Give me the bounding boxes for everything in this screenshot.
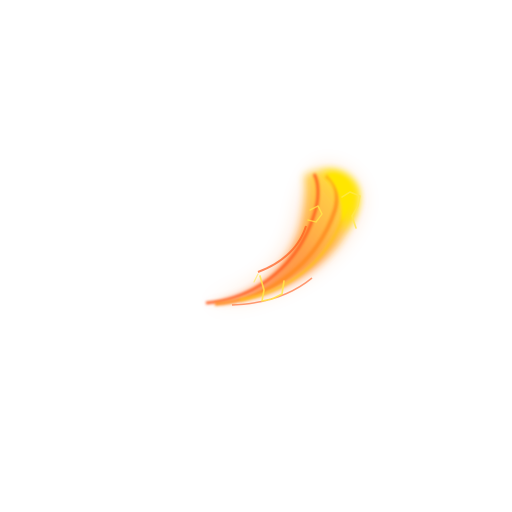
slash-streak-1 [205,173,320,305]
slash-streak-2 [214,174,339,306]
sparkle-outline-3 [341,191,361,229]
slash-streak-4 [257,225,307,273]
sparkle-outline-1 [259,275,285,302]
sparkle-outline-4 [253,273,259,283]
slash-crescent-body [203,170,359,303]
slash-hot-core-inner [328,173,352,222]
sparkle-outline-2 [307,205,323,223]
